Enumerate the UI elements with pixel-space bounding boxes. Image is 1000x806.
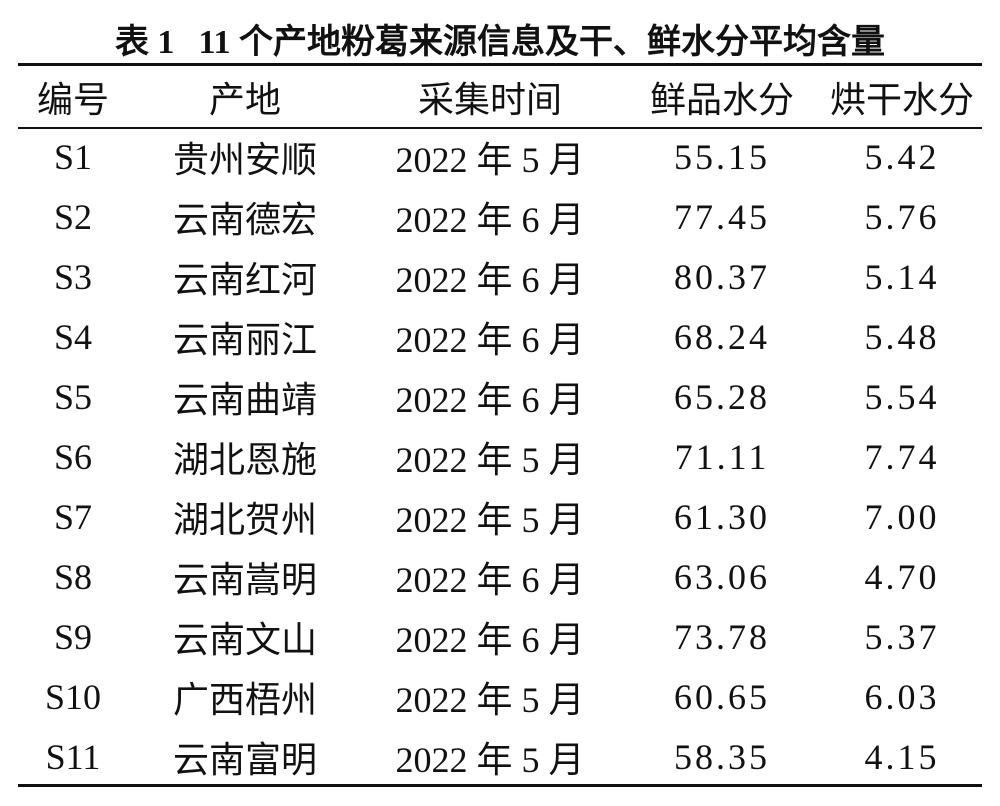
cell: 68.24 [674,317,770,357]
header-cell: 鲜品水分 [649,80,795,120]
cell: 湖北恩施 [172,440,318,480]
bottom-rule [18,784,982,787]
cell: S3 [53,257,93,297]
cell: S1 [53,137,93,177]
cell: 2022 年 6 月 [395,380,585,420]
cell: S6 [53,437,93,477]
cell: 5.37 [864,617,940,657]
table-caption: 表 1 11 个产地粉葛来源信息及干、鲜水分平均含量 [0,14,1000,63]
cell: 2022 年 6 月 [395,620,585,660]
cell: 77.45 [674,197,770,237]
cell: 2022 年 6 月 [395,560,585,600]
header-cell: 烘干水分 [829,80,975,120]
cell: S10 [44,677,102,717]
cell: 61.30 [674,497,770,537]
top-rule [18,63,982,66]
cell: 云南红河 [172,260,318,300]
cell: 2022 年 5 月 [395,440,585,480]
cell: 2022 年 6 月 [395,320,585,360]
cell: 71.11 [674,437,770,477]
cell: S11 [45,737,101,777]
cell: 云南富明 [172,740,318,780]
cell: 2022 年 5 月 [395,680,585,720]
cell: 5.42 [864,137,940,177]
cell: S9 [53,617,93,657]
cell: 云南德宏 [172,200,318,240]
cell: 73.78 [674,617,770,657]
cell: 55.15 [674,137,770,177]
header-cell: 产地 [208,80,282,120]
cell: 63.06 [674,557,770,597]
cell: 5.76 [864,197,940,237]
cell: S2 [53,197,93,237]
cell: 云南嵩明 [172,560,318,600]
cell: 云南曲靖 [172,380,318,420]
cell: 7.74 [864,437,940,477]
cell: 2022 年 5 月 [395,740,585,780]
cell: 7.00 [864,497,940,537]
header-rule [18,127,982,129]
table-label: 表 1 [114,24,175,61]
cell: 5.14 [864,257,940,297]
header-cell: 采集时间 [417,80,563,120]
cell: S4 [53,317,93,357]
cell: 2022 年 5 月 [395,140,585,180]
header-cell: 编号 [36,80,110,120]
cell: S8 [53,557,93,597]
cell: 2022 年 5 月 [395,500,585,540]
cell: 58.35 [674,737,770,777]
table-title: 11 个产地粉葛来源信息及干、鲜水分平均含量 [198,24,886,61]
cell: 5.48 [864,317,940,357]
cell: S5 [53,377,93,417]
cell: 贵州安顺 [172,140,318,180]
cell: 6.03 [864,677,940,717]
cell: 2022 年 6 月 [395,200,585,240]
cell: 2022 年 6 月 [395,260,585,300]
cell: 5.54 [864,377,940,417]
cell: 云南文山 [172,620,318,660]
cell: 4.15 [864,737,940,777]
cell: 广西梧州 [172,680,318,720]
cell: 云南丽江 [172,320,318,360]
cell: 60.65 [674,677,770,717]
cell: 湖北贺州 [172,500,318,540]
cell: 65.28 [674,377,770,417]
cell: 80.37 [674,257,770,297]
cell: 4.70 [864,557,940,597]
cell: S7 [53,497,93,537]
